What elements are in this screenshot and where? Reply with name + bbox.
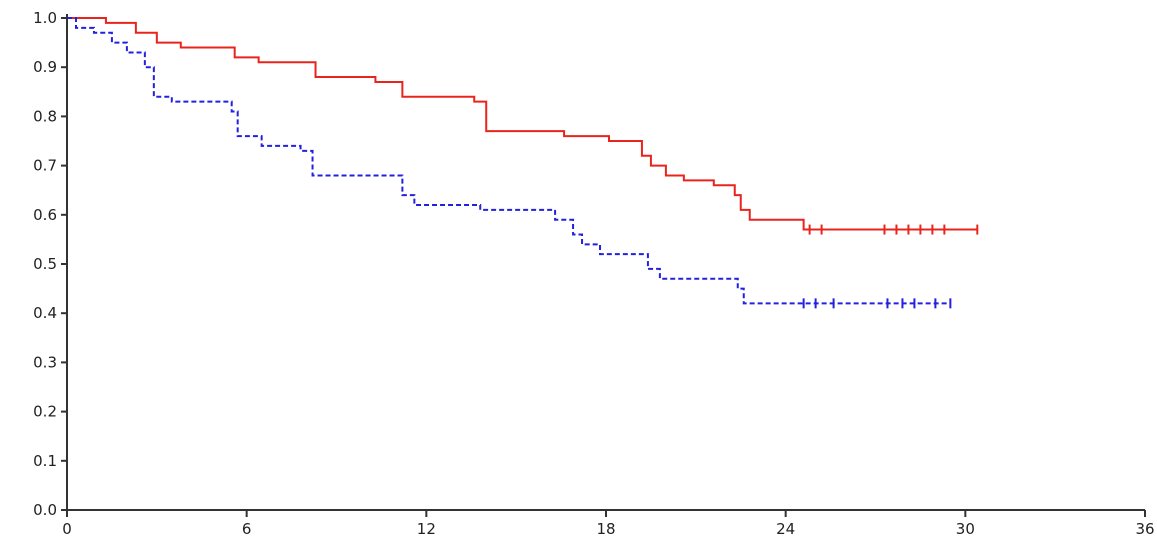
y-tick-label: 0.1 [33,452,57,470]
x-tick-label: 12 [417,520,436,538]
x-tick-label: 24 [776,520,795,538]
y-tick-label: 0.6 [33,206,57,224]
y-tick-label: 0.5 [33,255,57,273]
y-tick-label: 1.0 [33,9,57,27]
x-tick-label: 30 [956,520,975,538]
y-tick-label: 0.8 [33,107,57,125]
y-tick-label: 0.7 [33,157,57,175]
x-tick-label: 6 [242,520,252,538]
axes: 0.0 0.1 0.2 0.3 0.4 0.5 0.6 0.7 0.8 0.9 1.0 0 6 12 18 2… [33,9,1154,538]
survival-curve-series-2 [67,17,951,305]
y-tick-label: 0.9 [33,58,57,76]
y-tick-label: 0.0 [33,501,57,519]
y-tick-label: 0.3 [33,353,57,371]
x-tick-label: 36 [1135,520,1154,538]
plot-area [67,17,979,309]
survival-curve-series-1 [67,17,978,231]
x-tick-label: 0 [62,520,72,538]
x-tick-label: 18 [596,520,615,538]
y-tick-label: 0.2 [33,403,57,421]
y-tick-label: 0.4 [33,304,57,322]
